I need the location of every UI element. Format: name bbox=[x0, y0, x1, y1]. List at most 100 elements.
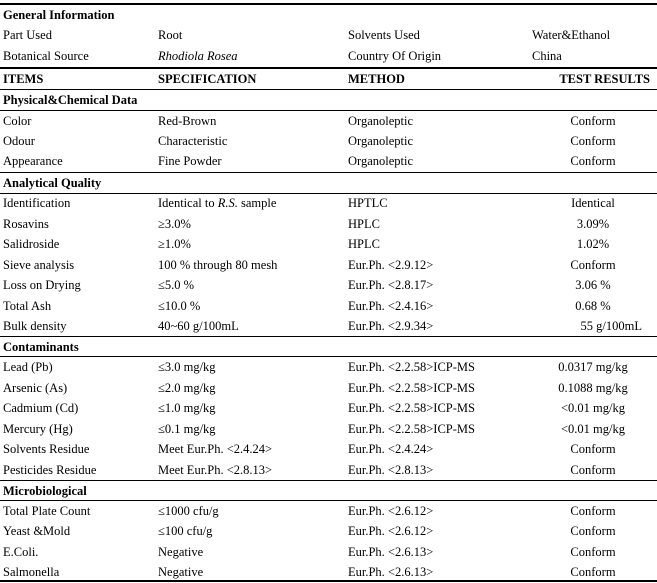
divider bbox=[0, 89, 657, 90]
method-cell: Organoleptic bbox=[348, 154, 414, 168]
spec-cell: Characteristic bbox=[158, 134, 228, 148]
table-row: Total Plate Count ≤1000 cfu/g Eur.Ph. <2… bbox=[0, 501, 657, 521]
part-used-value: Root bbox=[158, 28, 183, 42]
result-cell: 0.1088 mg/kg bbox=[558, 380, 628, 395]
result-cell: 3.09% bbox=[576, 216, 610, 231]
item-cell: Lead (Pb) bbox=[3, 360, 53, 374]
section-microbiological: Microbiological bbox=[0, 481, 657, 501]
column-header-row: ITEMS SPECIFICATION METHOD TEST RESULTS bbox=[0, 69, 657, 89]
spec-cell: ≥3.0% bbox=[158, 216, 191, 231]
solvents-used-value: Water&Ethanol bbox=[532, 28, 611, 42]
result-cell: 55 g/100mL bbox=[580, 319, 642, 333]
spec-cell: Meet Eur.Ph. <2.8.13> bbox=[158, 462, 273, 477]
result-cell: 0.68 % bbox=[575, 298, 611, 313]
table-row: Salidroside ≥1.0% HPLC 1.02% bbox=[0, 234, 657, 254]
table-row: Total Ash ≤10.0 % Eur.Ph. <2.4.16> 0.68 … bbox=[0, 296, 657, 316]
result-cell: 1.02% bbox=[576, 237, 610, 251]
method-cell: HPLC bbox=[348, 237, 380, 251]
spec-cell: ≤3.0 mg/kg bbox=[158, 360, 216, 374]
item-cell: Bulk density bbox=[3, 319, 67, 333]
botanical-source-label: Botanical Source bbox=[3, 49, 89, 63]
spec-text: sample bbox=[237, 196, 277, 210]
method-cell: Eur.Ph. <2.9.12> bbox=[348, 257, 434, 272]
section-title: General Information bbox=[3, 8, 115, 22]
header-test-results: TEST RESULTS bbox=[559, 72, 650, 86]
table-row: Rosavins ≥3.0% HPLC 3.09% bbox=[0, 214, 657, 234]
spec-cell: ≤1.0 mg/kg bbox=[158, 401, 216, 415]
header-method: METHOD bbox=[348, 72, 405, 86]
table-row: Solvents Residue Meet Eur.Ph. <2.4.24> E… bbox=[0, 439, 657, 459]
item-cell: Total Plate Count bbox=[3, 504, 91, 518]
item-cell: Loss on Drying bbox=[3, 278, 81, 292]
item-cell: Identification bbox=[3, 196, 71, 210]
section-title: Analytical Quality bbox=[3, 176, 102, 190]
method-cell: Eur.Ph. <2.6.13> bbox=[348, 544, 434, 559]
spec-cell: Red-Brown bbox=[158, 114, 217, 128]
result-cell: Conform bbox=[570, 114, 616, 128]
method-cell: Organoleptic bbox=[348, 114, 414, 128]
table-row: Lead (Pb) ≤3.0 mg/kg Eur.Ph. <2.2.58>ICP… bbox=[0, 357, 657, 377]
spec-cell: ≤0.1 mg/kg bbox=[158, 421, 216, 436]
result-cell: Conform bbox=[570, 134, 616, 148]
method-cell: Eur.Ph. <2.6.13> bbox=[348, 565, 434, 579]
spec-cell: ≤100 cfu/g bbox=[158, 524, 213, 538]
item-cell: Odour bbox=[3, 134, 35, 148]
header-items: ITEMS bbox=[3, 72, 44, 86]
divider bbox=[0, 67, 657, 69]
table-row: Bulk density 40~60 g/100mL Eur.Ph. <2.9.… bbox=[0, 316, 657, 336]
result-cell: Conform bbox=[570, 565, 616, 579]
method-cell: Eur.Ph. <2.2.58>ICP-MS bbox=[348, 401, 475, 415]
solvents-used-label: Solvents Used bbox=[348, 28, 420, 42]
general-row-part-used: Part Used Root Solvents Used Water&Ethan… bbox=[0, 25, 657, 45]
table-row: Appearance Fine Powder Organoleptic Conf… bbox=[0, 151, 657, 171]
spec-cell: ≤10.0 % bbox=[158, 298, 201, 313]
item-cell: Sieve analysis bbox=[3, 257, 75, 272]
spec-cell: Negative bbox=[158, 565, 204, 579]
table-row: Salmonella Negative Eur.Ph. <2.6.13> Con… bbox=[0, 562, 657, 582]
result-cell: <0.01 mg/kg bbox=[561, 421, 625, 436]
table-bottom-border bbox=[0, 580, 657, 582]
item-cell: Salmonella bbox=[3, 565, 60, 579]
divider bbox=[0, 110, 657, 111]
method-cell: HPLC bbox=[348, 216, 380, 231]
section-general-information: General Information bbox=[0, 5, 657, 25]
method-cell: Eur.Ph. <2.6.12> bbox=[348, 524, 434, 538]
table-row: Sieve analysis 100 % through 80 mesh Eur… bbox=[0, 255, 657, 275]
item-cell: Mercury (Hg) bbox=[3, 421, 73, 436]
item-cell: Salidroside bbox=[3, 237, 60, 251]
result-cell: Conform bbox=[570, 442, 616, 456]
item-cell: Arsenic (As) bbox=[3, 380, 68, 395]
country-of-origin-value: China bbox=[532, 49, 562, 63]
table-row: Cadmium (Cd) ≤1.0 mg/kg Eur.Ph. <2.2.58>… bbox=[0, 398, 657, 418]
result-cell: Conform bbox=[570, 504, 616, 518]
result-cell: Identical bbox=[571, 196, 615, 210]
table-row: Pesticides Residue Meet Eur.Ph. <2.8.13>… bbox=[0, 460, 657, 480]
spec-cell: Negative bbox=[158, 544, 204, 559]
table-row: Arsenic (As) ≤2.0 mg/kg Eur.Ph. <2.2.58>… bbox=[0, 378, 657, 398]
table-row: Identification Identical to R.S. sample … bbox=[0, 193, 657, 213]
method-cell: Eur.Ph. <2.4.24> bbox=[348, 442, 434, 456]
general-row-botanical-source: Botanical Source Rhodiola Rosea Country … bbox=[0, 46, 657, 66]
method-cell: Eur.Ph. <2.4.16> bbox=[348, 298, 434, 313]
spec-cell: Identical to R.S. sample bbox=[158, 196, 276, 210]
method-cell: Eur.Ph. <2.2.58>ICP-MS bbox=[348, 421, 475, 436]
result-cell: <0.01 mg/kg bbox=[561, 401, 625, 415]
table-row: Odour Characteristic Organoleptic Confor… bbox=[0, 131, 657, 151]
result-cell: Conform bbox=[570, 544, 616, 559]
botanical-source-value: Rhodiola Rosea bbox=[158, 49, 238, 63]
spec-cell: Meet Eur.Ph. <2.4.24> bbox=[158, 442, 273, 456]
divider bbox=[0, 356, 657, 357]
method-cell: Eur.Ph. <2.2.58>ICP-MS bbox=[348, 380, 475, 395]
spec-cell: ≤1000 cfu/g bbox=[158, 504, 219, 518]
method-cell: Eur.Ph. <2.2.58>ICP-MS bbox=[348, 360, 475, 374]
spec-cell: Fine Powder bbox=[158, 154, 222, 168]
method-cell: Eur.Ph. <2.8.13> bbox=[348, 462, 434, 477]
result-cell: Conform bbox=[570, 524, 616, 538]
section-title: Physical&Chemical Data bbox=[3, 93, 138, 107]
item-cell: Total Ash bbox=[3, 298, 52, 313]
table-top-border bbox=[0, 3, 657, 5]
section-title: Microbiological bbox=[3, 484, 87, 498]
item-cell: Appearance bbox=[3, 154, 63, 168]
item-cell: Pesticides Residue bbox=[3, 462, 97, 477]
